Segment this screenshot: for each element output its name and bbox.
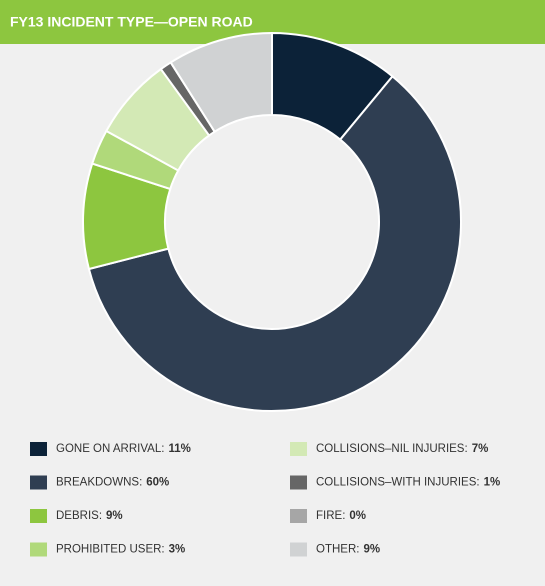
legend-name: COLLISIONS–WITH INJURIES:: [316, 477, 480, 489]
legend-value: 9%: [363, 544, 380, 556]
legend-name: BREAKDOWNS:: [56, 477, 142, 489]
slice: [87, 74, 462, 412]
legend-value: 9%: [106, 510, 123, 522]
legend-value: 7%: [472, 443, 489, 455]
legend-label: DEBRIS: 9%: [56, 510, 123, 522]
chart-title: FY13 INCIDENT TYPE—OPEN ROAD: [10, 14, 253, 30]
legend-name: OTHER:: [316, 544, 359, 556]
legend-label: COLLISIONS–NIL INJURIES: 7%: [316, 443, 488, 455]
legend-swatch: [30, 442, 47, 456]
legend-value: 1%: [484, 477, 501, 489]
legend-label: OTHER: 9%: [316, 544, 380, 556]
legend-name: FIRE:: [316, 510, 345, 522]
legend-label: BREAKDOWNS: 60%: [56, 477, 169, 489]
legend-name: COLLISIONS–NIL INJURIES:: [316, 443, 468, 455]
legend-swatch: [30, 509, 47, 523]
legend-label: GONE ON ARRIVAL: 11%: [56, 443, 191, 455]
slice: [169, 31, 273, 134]
legend-swatch: [290, 442, 307, 456]
legend-name: GONE ON ARRIVAL:: [56, 443, 164, 455]
legend-value: 3%: [169, 544, 186, 556]
legend-value: 60%: [146, 477, 169, 489]
legend-label: PROHIBITED USER: 3%: [56, 544, 185, 556]
legend-name: PROHIBITED USER:: [56, 544, 165, 556]
legend-swatch: [290, 475, 307, 490]
legend-label: FIRE: 0%: [316, 510, 366, 522]
legend-swatch: [30, 542, 47, 557]
legend-name: DEBRIS:: [56, 510, 102, 522]
legend-swatch: [30, 475, 47, 490]
legend-swatch: [290, 509, 307, 523]
legend-value: 11%: [168, 443, 190, 455]
legend-label: COLLISIONS–WITH INJURIES: 1%: [316, 477, 500, 489]
legend-value: 0%: [349, 510, 366, 522]
legend-swatch: [290, 542, 307, 557]
